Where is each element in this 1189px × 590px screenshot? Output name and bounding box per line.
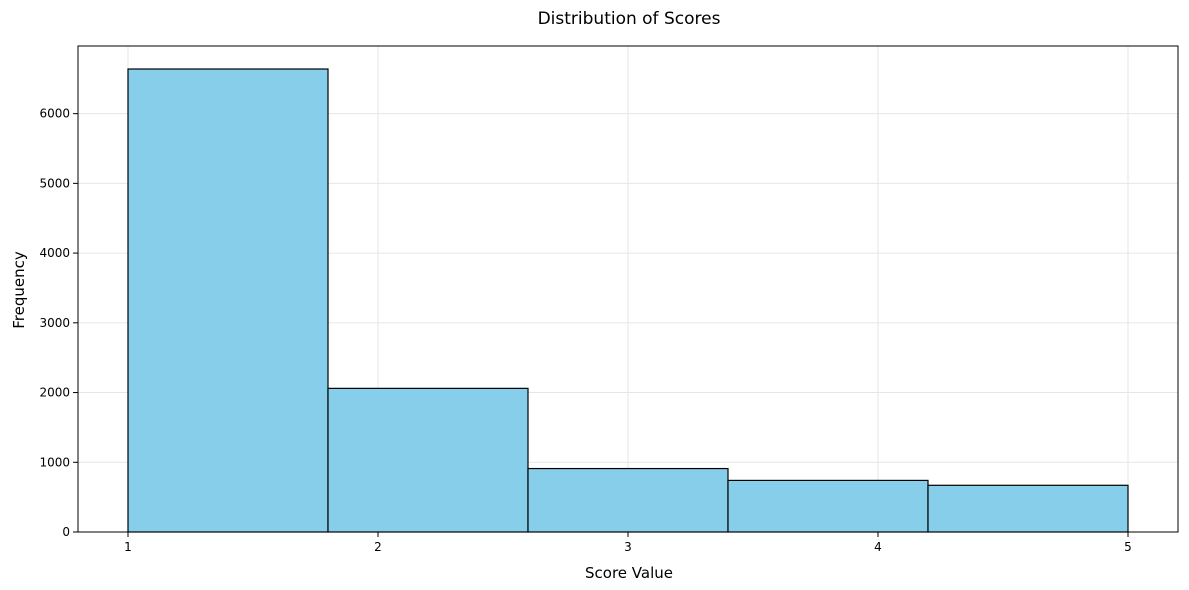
x-tick-label: 3 — [624, 540, 632, 554]
y-tick-label: 0 — [62, 525, 70, 539]
histogram-bar — [527, 467, 729, 533]
histogram-bars — [127, 68, 1129, 533]
y-tick-label: 6000 — [39, 107, 70, 121]
y-tick-label: 1000 — [39, 455, 70, 469]
x-tick-label: 2 — [374, 540, 382, 554]
y-tick-label: 4000 — [39, 246, 70, 260]
histogram-bar — [127, 68, 329, 533]
histogram-bar — [927, 484, 1129, 533]
y-tick-label: 3000 — [39, 316, 70, 330]
histogram-bar — [727, 479, 929, 533]
x-axis-ticks: 1 2 3 4 5 — [124, 532, 1132, 554]
y-axis-ticks: 0 1000 2000 3000 4000 5000 6000 — [39, 107, 78, 539]
histogram-bar — [327, 387, 529, 533]
x-tick-label: 1 — [124, 540, 132, 554]
x-tick-label: 5 — [1124, 540, 1132, 554]
y-tick-label: 5000 — [39, 176, 70, 190]
x-axis-label: Score Value — [585, 564, 673, 582]
x-tick-label: 4 — [874, 540, 882, 554]
chart-title: Distribution of Scores — [538, 9, 721, 29]
y-tick-label: 2000 — [39, 386, 70, 400]
y-axis-label: Frequency — [10, 251, 28, 329]
